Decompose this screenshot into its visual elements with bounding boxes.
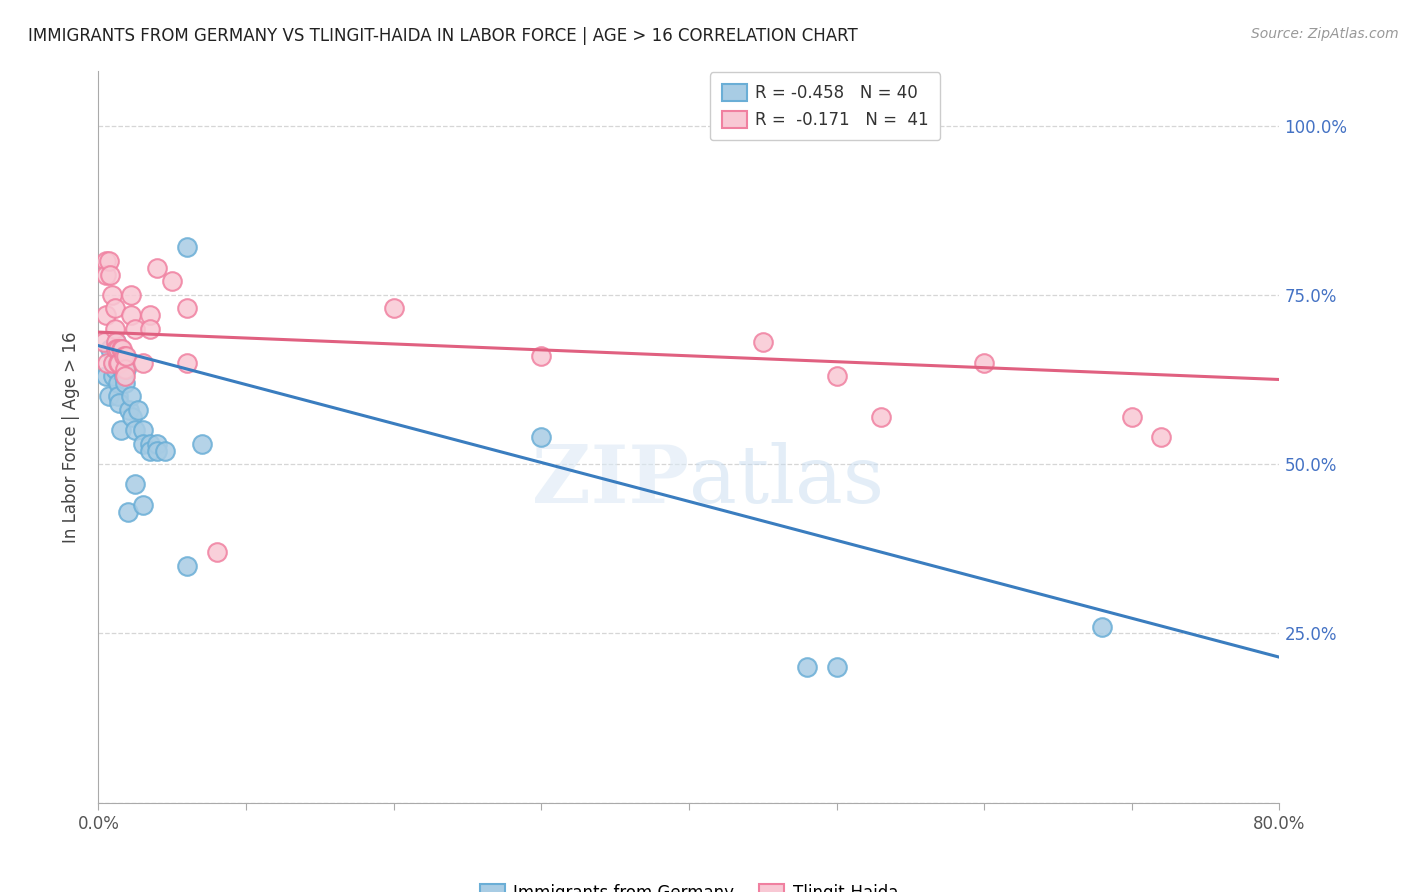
Point (94, 308, 117, 322)
Point (112, 349, 135, 363)
Point (121, 409, 143, 424)
Point (108, 355, 131, 369)
Point (104, 322, 127, 336)
Point (108, 396, 131, 410)
Point (105, 355, 128, 369)
Legend: Immigrants from Germany, Tlingit-Haida: Immigrants from Germany, Tlingit-Haida (474, 877, 904, 892)
Point (107, 376, 129, 390)
Text: atlas: atlas (689, 442, 884, 520)
Point (176, 558, 198, 573)
Point (111, 342, 134, 356)
Point (114, 376, 136, 390)
Point (191, 437, 214, 451)
Point (139, 308, 162, 322)
Point (124, 322, 146, 336)
Point (146, 443, 169, 458)
Point (107, 389, 129, 403)
Point (94, 369, 117, 384)
Point (117, 505, 139, 519)
Point (139, 322, 162, 336)
Point (796, 660, 818, 674)
Point (120, 389, 142, 403)
Point (1150, 430, 1173, 444)
Point (973, 355, 995, 369)
Point (176, 301, 198, 316)
Point (111, 362, 134, 376)
Point (1121, 409, 1143, 424)
Point (93, 335, 115, 350)
Point (869, 409, 891, 424)
Point (103, 369, 125, 384)
Point (139, 443, 162, 458)
Point (98, 342, 121, 356)
Point (825, 660, 848, 674)
Point (162, 274, 183, 288)
Point (530, 349, 553, 363)
Point (112, 369, 135, 384)
Point (94, 254, 117, 268)
Point (111, 349, 134, 363)
Point (107, 342, 129, 356)
Point (176, 240, 198, 254)
Point (146, 260, 169, 275)
Point (751, 335, 773, 350)
Point (132, 498, 155, 512)
Point (530, 430, 553, 444)
Point (132, 355, 155, 369)
Point (176, 355, 198, 369)
Point (132, 423, 155, 437)
Point (104, 362, 127, 376)
Point (97, 389, 120, 403)
Y-axis label: In Labor Force | Age > 16: In Labor Force | Age > 16 (62, 331, 80, 543)
Point (112, 355, 135, 369)
Point (110, 342, 132, 356)
Point (153, 443, 176, 458)
Point (124, 423, 146, 437)
Point (98, 268, 121, 282)
Point (132, 437, 155, 451)
Point (103, 355, 125, 369)
Point (146, 437, 169, 451)
Point (120, 288, 142, 302)
Point (97, 254, 120, 268)
Text: IMMIGRANTS FROM GERMANY VS TLINGIT-HAIDA IN LABOR FORCE | AGE > 16 CORRELATION C: IMMIGRANTS FROM GERMANY VS TLINGIT-HAIDA… (28, 27, 858, 45)
Text: Source: ZipAtlas.com: Source: ZipAtlas.com (1251, 27, 1399, 41)
Point (205, 545, 228, 559)
Point (105, 335, 128, 350)
Point (825, 369, 848, 384)
Point (382, 301, 405, 316)
Point (120, 308, 142, 322)
Point (118, 403, 141, 417)
Point (103, 355, 125, 369)
Point (105, 335, 128, 350)
Point (110, 423, 132, 437)
Point (104, 301, 127, 316)
Point (94, 268, 117, 282)
Point (96, 355, 118, 369)
Point (1091, 620, 1114, 634)
Point (114, 369, 136, 384)
Point (115, 362, 138, 376)
Text: ZIP: ZIP (531, 442, 689, 520)
Point (124, 477, 146, 491)
Point (139, 437, 162, 451)
Point (114, 362, 136, 376)
Point (100, 288, 122, 302)
Point (105, 342, 128, 356)
Point (107, 355, 129, 369)
Point (127, 403, 149, 417)
Point (115, 349, 138, 363)
